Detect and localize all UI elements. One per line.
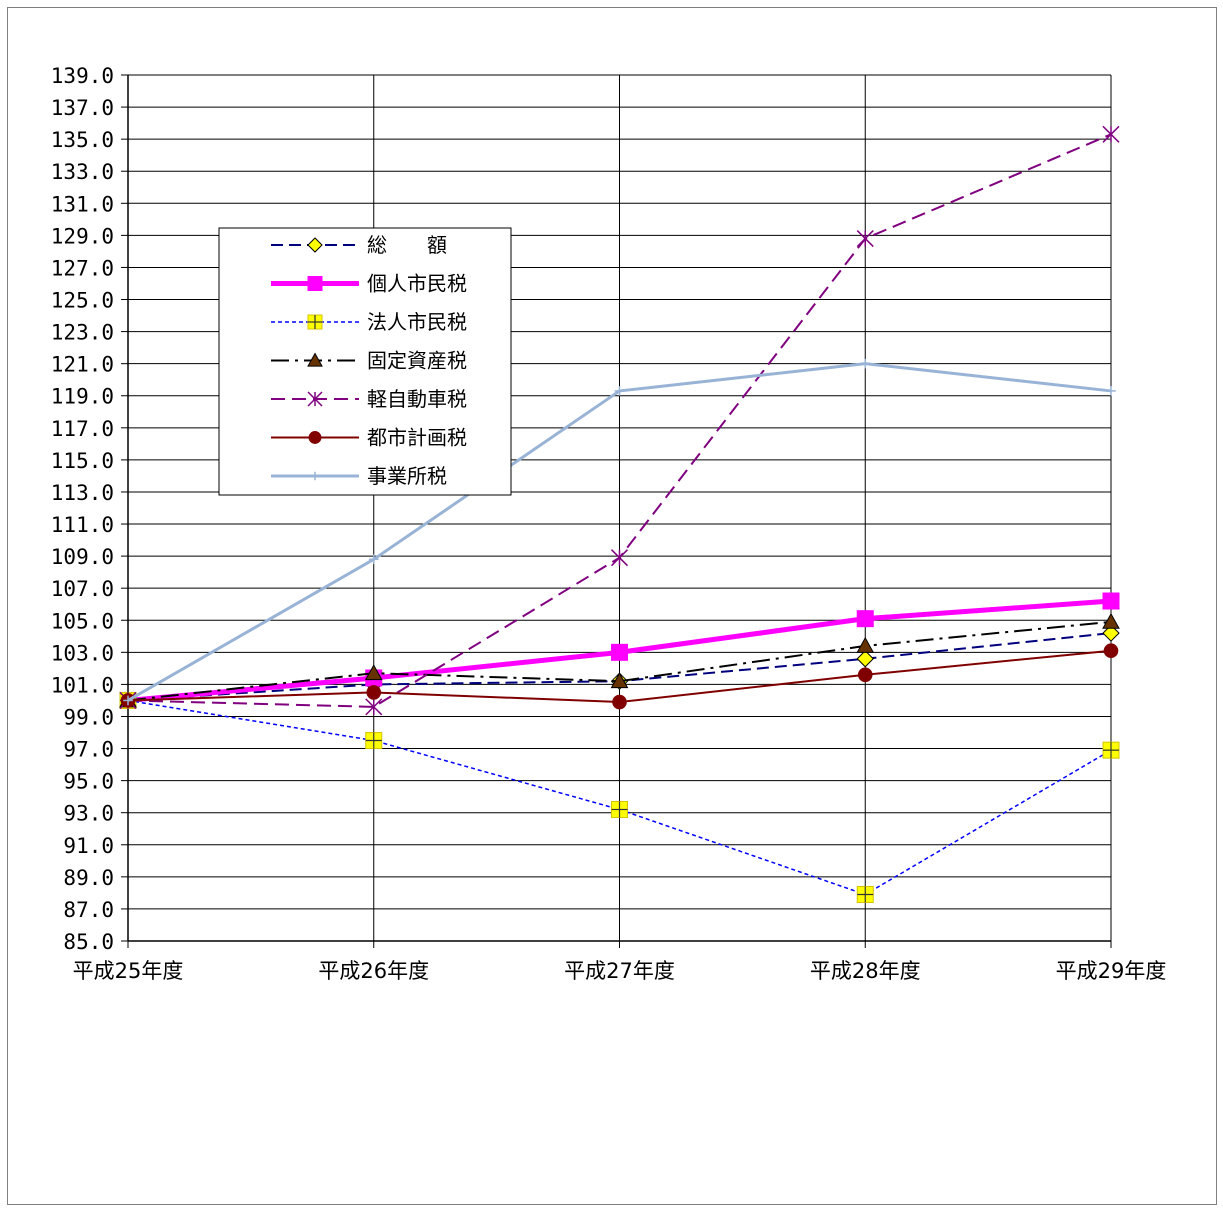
data-point (123, 695, 133, 706)
y-tick-label: 85.0 (63, 930, 114, 954)
marker-circle (612, 694, 627, 710)
y-tick-label: 113.0 (51, 481, 114, 505)
data-point (365, 732, 383, 750)
y-tick-label: 99.0 (63, 705, 114, 729)
marker-triangle (364, 664, 383, 681)
x-category-label: 平成25年度 (73, 959, 184, 983)
data-point (611, 800, 628, 818)
x-category-label: 平成26年度 (318, 959, 429, 983)
x-category-label: 平成27年度 (564, 959, 675, 983)
y-tick-label: 139.0 (51, 64, 114, 88)
x-category-label: 平成28年度 (810, 959, 921, 983)
y-tick-label: 125.0 (51, 289, 114, 313)
legend-entry: 個人市民税 (271, 272, 467, 296)
data-point (610, 672, 629, 689)
data-point (610, 549, 629, 567)
y-tick-label: 103.0 (51, 641, 114, 665)
marker-circle (1103, 643, 1119, 659)
x-category-label: 平成29年度 (1056, 959, 1167, 983)
data-point (611, 643, 628, 661)
legend-entry: 総 額 (271, 233, 447, 257)
y-tick-label: 107.0 (51, 577, 114, 601)
marker-triangle (1102, 612, 1120, 629)
marker-circle (308, 431, 322, 444)
legend-label: 総 額 (367, 233, 447, 257)
data-point (1106, 386, 1116, 396)
data-point (614, 386, 625, 396)
legend-label: 法人市民税 (367, 310, 467, 334)
y-tick-label: 117.0 (51, 417, 114, 441)
data-point (612, 694, 627, 710)
y-tick-label: 101.0 (51, 673, 114, 697)
y-axis-tick-labels: 85.0 87.0 89.0 91.0 93.0 95.0 97.0 99.0 101.0 103… (51, 64, 114, 954)
marker-square (307, 276, 323, 291)
data-point (368, 554, 379, 565)
legend-entry: 軽自動車税 (271, 387, 467, 411)
data-point (1103, 643, 1119, 659)
marker-triangle (856, 636, 875, 653)
marker-square (611, 643, 628, 661)
legend-label: 固定資産税 (367, 349, 467, 373)
y-tick-label: 121.0 (51, 353, 114, 377)
series-lines (119, 125, 1120, 903)
data-point (857, 667, 873, 683)
data-point (365, 698, 383, 716)
marker-square (856, 610, 874, 628)
y-tick-label: 93.0 (63, 802, 114, 826)
y-tick-label: 95.0 (63, 770, 114, 794)
marker-diamond (856, 650, 874, 668)
y-tick-label: 87.0 (63, 898, 114, 922)
y-tick-label: 129.0 (51, 224, 114, 248)
y-tick-label: 91.0 (63, 834, 114, 858)
legend-label: 事業所税 (367, 464, 447, 488)
y-tick-label: 111.0 (51, 513, 114, 537)
y-tick-label: 123.0 (51, 321, 114, 345)
legend-label: 個人市民税 (367, 272, 467, 296)
marker-triangle (307, 352, 323, 367)
legend-entry: 事業所税 (271, 464, 447, 488)
y-tick-label: 109.0 (51, 545, 114, 569)
y-tick-label: 127.0 (51, 256, 114, 280)
marker-circle (857, 667, 873, 683)
marker-square (1102, 592, 1120, 610)
data-point (856, 885, 874, 903)
data-point (1102, 125, 1120, 143)
data-point (856, 650, 874, 668)
y-tick-label: 97.0 (63, 738, 114, 762)
legend-entry: 固定資産税 (271, 349, 467, 373)
y-tick-label: 119.0 (51, 385, 114, 409)
legend-entry: 法人市民税 (271, 310, 467, 334)
y-tick-label: 89.0 (63, 866, 114, 890)
data-point (856, 636, 875, 653)
x-axis-category-labels: 平成25年度 平成26年度 平成27年度 平成28年度 平成29年度 (73, 959, 1167, 983)
marker-diamond (307, 237, 323, 253)
y-tick-label: 105.0 (51, 609, 114, 633)
data-point (860, 358, 871, 369)
data-point (364, 664, 383, 681)
data-point (1102, 592, 1120, 610)
legend-label: 軽自動車税 (367, 387, 467, 411)
series-7 (123, 358, 1116, 706)
marker-triangle (610, 672, 629, 689)
legend-box (218, 227, 512, 496)
y-tick-label: 133.0 (51, 160, 114, 184)
y-tick-label: 115.0 (51, 449, 114, 473)
marker-diamond (1102, 624, 1120, 642)
legend-label: 都市計画税 (367, 426, 467, 450)
data-point (366, 685, 382, 700)
legend-entry: 都市計画税 (271, 426, 467, 450)
data-point (1102, 624, 1120, 642)
y-tick-label: 137.0 (51, 96, 114, 120)
data-point (1102, 741, 1120, 759)
y-tick-label: 131.0 (51, 192, 114, 216)
data-point (856, 230, 874, 248)
marker-circle (366, 685, 382, 700)
y-tick-label: 135.0 (51, 128, 114, 152)
data-point (856, 610, 874, 628)
data-point (1102, 612, 1120, 629)
